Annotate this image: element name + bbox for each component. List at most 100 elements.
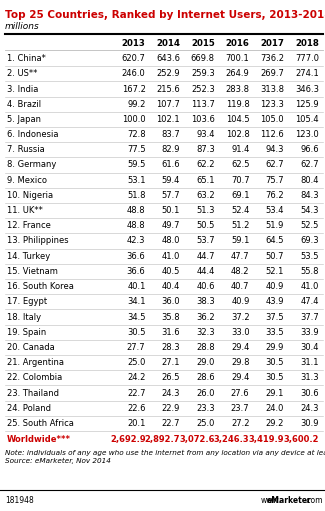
- Text: 313.8: 313.8: [260, 84, 284, 94]
- Text: 30.9: 30.9: [300, 419, 319, 428]
- Text: 96.6: 96.6: [300, 145, 319, 154]
- Text: Worldwide***: Worldwide***: [7, 434, 71, 444]
- Text: 23.3: 23.3: [196, 404, 215, 413]
- Text: 47.4: 47.4: [300, 297, 319, 306]
- Text: 53.1: 53.1: [127, 176, 146, 184]
- Text: 59.1: 59.1: [231, 237, 250, 245]
- Text: 215.6: 215.6: [156, 84, 180, 94]
- Text: 20. Canada: 20. Canada: [7, 343, 55, 352]
- Text: 52.1: 52.1: [266, 267, 284, 276]
- Text: 30.6: 30.6: [300, 388, 319, 398]
- Text: 28.8: 28.8: [196, 343, 215, 352]
- Text: 22.7: 22.7: [162, 419, 180, 428]
- Text: 102.1: 102.1: [157, 115, 180, 124]
- Text: 55.8: 55.8: [300, 267, 319, 276]
- Text: 24.3: 24.3: [300, 404, 319, 413]
- Text: 10. Nigeria: 10. Nigeria: [7, 191, 53, 200]
- Text: 22. Colombia: 22. Colombia: [7, 374, 62, 382]
- Text: 40.1: 40.1: [127, 282, 146, 291]
- Text: 34.5: 34.5: [127, 313, 146, 321]
- Text: 27.2: 27.2: [231, 419, 250, 428]
- Text: 29.8: 29.8: [231, 358, 250, 367]
- Text: 246.0: 246.0: [122, 69, 146, 78]
- Text: 125.9: 125.9: [295, 100, 319, 109]
- Text: 36.0: 36.0: [162, 297, 180, 306]
- Text: 25. South Africa: 25. South Africa: [7, 419, 74, 428]
- Text: 2017: 2017: [260, 38, 284, 48]
- Text: 777.0: 777.0: [295, 54, 319, 63]
- Text: 736.2: 736.2: [260, 54, 284, 63]
- Text: 62.7: 62.7: [266, 160, 284, 170]
- Text: 29.2: 29.2: [266, 419, 284, 428]
- Text: 57.7: 57.7: [162, 191, 180, 200]
- Text: 48.8: 48.8: [127, 221, 146, 230]
- Text: 7. Russia: 7. Russia: [7, 145, 45, 154]
- Text: 31.6: 31.6: [162, 328, 180, 337]
- Text: 17. Egypt: 17. Egypt: [7, 297, 47, 306]
- Text: 33.9: 33.9: [300, 328, 319, 337]
- Text: 30.5: 30.5: [266, 374, 284, 382]
- Text: 40.4: 40.4: [162, 282, 180, 291]
- Text: 20.1: 20.1: [127, 419, 146, 428]
- Text: 24. Poland: 24. Poland: [7, 404, 51, 413]
- Text: 65.1: 65.1: [196, 176, 215, 184]
- Text: 41.0: 41.0: [301, 282, 319, 291]
- Text: 49.7: 49.7: [162, 221, 180, 230]
- Text: 346.3: 346.3: [295, 84, 319, 94]
- Text: 48.0: 48.0: [162, 237, 180, 245]
- Text: millions: millions: [5, 22, 40, 31]
- Text: 2,892.7: 2,892.7: [145, 434, 180, 444]
- Text: 43.9: 43.9: [266, 297, 284, 306]
- Text: 18. Italy: 18. Italy: [7, 313, 41, 321]
- Text: 700.1: 700.1: [226, 54, 250, 63]
- Text: 50.1: 50.1: [162, 206, 180, 215]
- Text: 24.3: 24.3: [162, 388, 180, 398]
- Text: 53.4: 53.4: [266, 206, 284, 215]
- Text: 76.2: 76.2: [266, 191, 284, 200]
- Text: 6. Indonesia: 6. Indonesia: [7, 130, 58, 139]
- Text: 283.8: 283.8: [226, 84, 250, 94]
- Text: 22.9: 22.9: [162, 404, 180, 413]
- Text: 16. South Korea: 16. South Korea: [7, 282, 74, 291]
- Text: 112.6: 112.6: [260, 130, 284, 139]
- Text: 37.2: 37.2: [231, 313, 250, 321]
- Text: 643.6: 643.6: [156, 54, 180, 63]
- Text: 32.3: 32.3: [196, 328, 215, 337]
- Text: 103.6: 103.6: [191, 115, 215, 124]
- Text: 35.8: 35.8: [162, 313, 180, 321]
- Text: 620.7: 620.7: [122, 54, 146, 63]
- Text: 37.5: 37.5: [266, 313, 284, 321]
- Text: 123.0: 123.0: [295, 130, 319, 139]
- Text: 53.5: 53.5: [300, 252, 319, 261]
- Text: 274.1: 274.1: [295, 69, 319, 78]
- Text: 62.7: 62.7: [300, 160, 319, 170]
- Text: 31.1: 31.1: [300, 358, 319, 367]
- Text: 80.4: 80.4: [300, 176, 319, 184]
- Text: 3,072.6: 3,072.6: [179, 434, 215, 444]
- Text: 84.3: 84.3: [300, 191, 319, 200]
- Text: 31.3: 31.3: [300, 374, 319, 382]
- Text: 12. France: 12. France: [7, 221, 51, 230]
- Text: 22.7: 22.7: [127, 388, 146, 398]
- Text: 33.5: 33.5: [266, 328, 284, 337]
- Text: 3,600.2: 3,600.2: [283, 434, 319, 444]
- Text: 8. Germany: 8. Germany: [7, 160, 56, 170]
- Text: 2,692.9: 2,692.9: [110, 434, 146, 444]
- Text: 62.2: 62.2: [196, 160, 215, 170]
- Text: 33.0: 33.0: [231, 328, 250, 337]
- Text: 52.4: 52.4: [231, 206, 250, 215]
- Text: 94.3: 94.3: [266, 145, 284, 154]
- Text: 100.0: 100.0: [122, 115, 146, 124]
- Text: 30.5: 30.5: [127, 328, 146, 337]
- Text: 38.3: 38.3: [196, 297, 215, 306]
- Text: 2. US**: 2. US**: [7, 69, 37, 78]
- Text: 40.9: 40.9: [231, 297, 250, 306]
- Text: 69.1: 69.1: [231, 191, 250, 200]
- Text: 259.3: 259.3: [191, 69, 215, 78]
- Text: 123.3: 123.3: [260, 100, 284, 109]
- Text: 21. Argentina: 21. Argentina: [7, 358, 64, 367]
- Text: 52.5: 52.5: [301, 221, 319, 230]
- Text: 113.7: 113.7: [191, 100, 215, 109]
- Text: 264.9: 264.9: [226, 69, 250, 78]
- Text: 59.5: 59.5: [127, 160, 146, 170]
